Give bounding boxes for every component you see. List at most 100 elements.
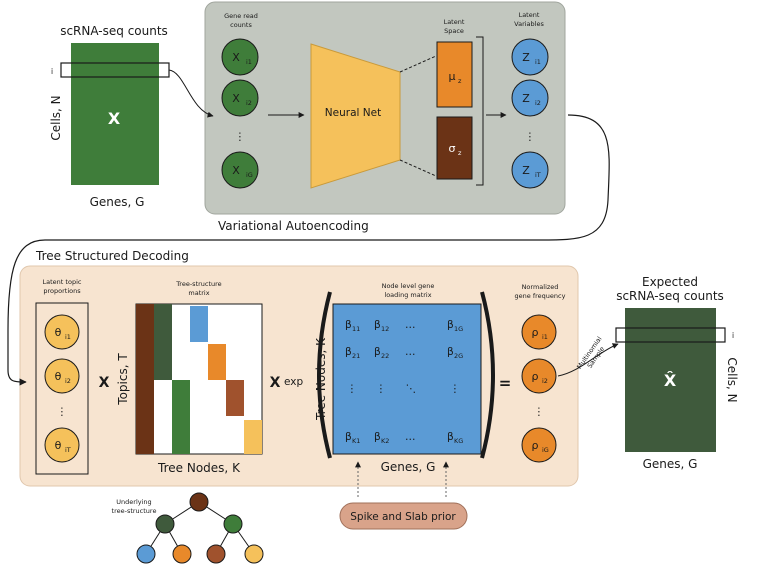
rho-ellipsis: ⋮ [534,406,545,418]
beta-vellip: ⋮ [376,383,387,395]
tree-matrix-block [244,420,262,454]
counts-row-index: i [51,67,53,76]
beta-sub: KG [454,437,463,445]
tree-matrix-block [226,380,244,416]
input-node [221,79,259,117]
sigma-sub: z [458,149,462,157]
theta-node-sub: i1 [65,333,71,341]
mu-sub: z [458,77,462,85]
tree-matrix-block [136,304,154,454]
gene-read-header-line1: Gene read [224,12,258,20]
freq-header-line2: gene frequency [515,292,566,300]
topic-header-line2: proportions [43,287,81,295]
input-node-sub: iG [246,171,253,179]
theta-box [35,302,89,475]
tree-matrix-block [154,304,172,380]
latent-node-sub: i1 [535,58,541,66]
counts-rows-label: Cells, N [49,95,63,140]
tree-matrix-block [208,344,226,380]
input-node-label: X [232,164,240,177]
latent-node-label: Z [522,92,530,105]
vae-input-nodes: X i1 X i2 ⋮ X iG [221,38,259,189]
rho-node-label: ρ [532,326,539,339]
theta-node [44,314,80,350]
equals-symbol: = [499,374,512,392]
rho-node-sub: iG [542,446,549,454]
tree-node [155,514,175,534]
theta-node [44,358,80,394]
rho-node [521,314,557,350]
rho-node-sub: i2 [542,377,548,385]
loading-header-line1: Node level gene [382,282,435,290]
output-rows-label: Cells, N [725,357,739,402]
underlying-tree [136,492,264,564]
topic-header-line1: Latent topic [43,278,82,286]
tree-label-line2: tree-structure [112,507,157,515]
loading-cols-label: Genes, G [381,460,436,474]
loading-right-paren [480,291,495,459]
latent-vars-header-line2: Variables [514,20,544,28]
tree-structure-matrix [135,303,263,455]
latent-node [511,38,549,76]
rho-node-label: ρ [532,439,539,452]
tree-node-root [189,492,209,512]
beta-label: β [345,346,352,358]
latent-node-sub: iT [535,171,541,179]
beta-sub: 21 [352,352,360,360]
net-to-sigma-line [399,159,437,177]
vae-section-label: Variational Autoencoding [218,219,369,233]
loading-matrix [332,303,482,455]
theta-node [44,427,80,463]
loading-rows-label: Tree Nodes, K [314,337,328,421]
tree-matrix-header-line2: matrix [188,289,209,297]
theta-node-label: θ [55,439,62,452]
output-row-index: i [732,331,734,340]
sample-arrow [557,343,619,377]
output-matrix-label: X̂ [664,371,677,390]
latent-node-label: Z [522,51,530,64]
output-title-line2: scRNA-seq counts [616,289,724,303]
rho-nodes: ρ i1 ρ i2 ⋮ ρ iG [521,314,557,463]
latent-space-header-line1: Latent [444,18,465,26]
times-symbol-1: X [99,375,110,391]
gene-read-header-line2: counts [230,21,252,29]
tree-matrix-header-line1: Tree-structure [175,280,221,288]
mu-box [436,41,473,108]
latent-vars-header-line1: Latent [519,11,540,19]
latent-node-label: Z [522,164,530,177]
beta-sub: K2 [381,437,389,445]
loading-left-paren [317,291,332,459]
tree-cols-label: Tree Nodes, K [157,461,241,475]
theta-node-sub: iT [65,446,71,454]
counts-to-vae-arrow [168,69,214,118]
input-ellipsis: ⋮ [235,131,246,143]
sigma-label: σ [449,142,456,155]
theta-ellipsis: ⋮ [57,406,68,418]
theta-node-label: θ [55,326,62,339]
rho-node-label: ρ [532,370,539,383]
tree-matrix-block [190,306,208,342]
latent-ellipsis: ⋮ [525,131,536,143]
beta-hellip: … [405,319,416,331]
latent-node [511,79,549,117]
beta-label: β [374,431,381,443]
theta-node-label: θ [55,370,62,383]
net-to-mu-line [399,55,437,73]
tree-label-line1: Underlying [116,498,151,506]
input-node-sub: i1 [246,58,252,66]
rho-node [521,358,557,394]
beta-sub: 2G [454,352,463,360]
prior-label: Spike and Slab prior [350,511,456,523]
beta-label: β [374,319,381,331]
beta-label: β [447,319,454,331]
sample-label: Multinomial Sample [575,335,606,371]
beta-sub: 12 [381,325,389,333]
counts-matrix [71,43,159,185]
counts-matrix-label: X [108,109,121,128]
prior-pill [339,502,468,530]
rho-node [521,427,557,463]
beta-label: β [345,431,352,443]
latent-node [511,151,549,189]
tree-matrix-block [172,380,190,454]
